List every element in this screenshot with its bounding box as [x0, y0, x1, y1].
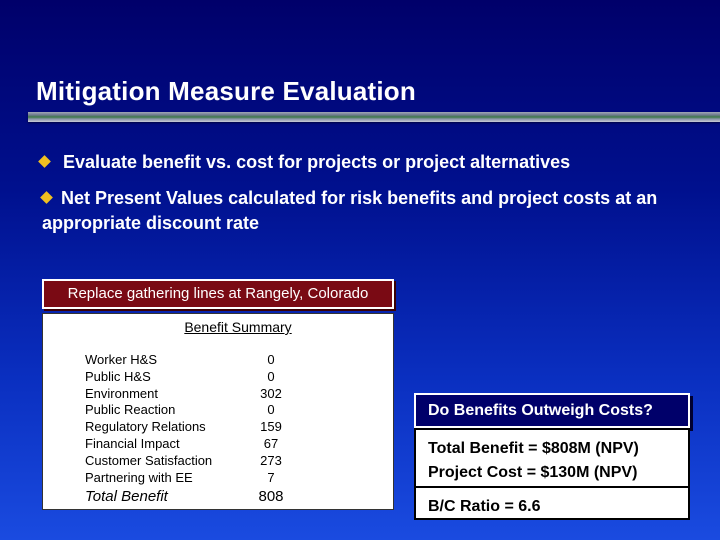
title-divider-bar — [28, 112, 720, 122]
table-row: Public Reaction 0 — [85, 402, 345, 419]
table-row: Regulatory Relations 159 — [85, 419, 345, 436]
bc-ratio-box: B/C Ratio = 6.6 — [414, 488, 690, 520]
npv-summary-box: Total Benefit = $808M (NPV) Project Cost… — [414, 428, 690, 488]
row-value: 0 — [267, 402, 275, 418]
row-label: Worker H&S — [85, 352, 157, 367]
benefit-summary-table: Benefit Summary Worker H&S 0 Public H&S … — [42, 313, 394, 510]
table-row: Environment 302 — [85, 386, 345, 403]
question-banner: Do Benefits Outweigh Costs? — [414, 393, 690, 428]
project-cost-text: Project Cost = $130M (NPV) — [428, 464, 638, 481]
row-label: Customer Satisfaction — [85, 452, 213, 468]
row-label: Environment — [85, 385, 158, 401]
table-row: Customer Satisfaction 273 — [85, 453, 345, 470]
diamond-bullet-icon — [38, 154, 51, 168]
row-value: 302 — [260, 385, 282, 401]
row-label: Public Reaction — [85, 402, 176, 418]
slide-title: Mitigation Measure Evaluation — [36, 76, 416, 106]
table-row: Public H&S 0 — [85, 369, 345, 386]
row-label: Public H&S — [85, 368, 151, 384]
bullet-2-text: Net Present Values calculated for risk b… — [42, 188, 658, 233]
row-value: 159 — [260, 419, 282, 435]
row-label: Regulatory Relations — [85, 419, 206, 435]
table-row: Financial Impact 67 — [85, 436, 345, 453]
table-row: Partnering with EE 7 — [85, 470, 345, 487]
row-value: 273 — [260, 452, 282, 468]
total-row: Total Benefit 808 — [85, 487, 345, 507]
row-value: 0 — [267, 352, 275, 367]
project-title-banner: Replace gathering lines at Rangely, Colo… — [42, 279, 394, 309]
row-label: Financial Impact — [85, 435, 180, 451]
benefit-summary-title: Benefit Summary — [184, 319, 292, 335]
row-value: 7 — [267, 469, 275, 485]
table-row: Worker H&S 0 — [85, 352, 345, 369]
row-value: 0 — [267, 368, 275, 384]
total-value: 808 — [258, 488, 284, 506]
benefit-rows: Worker H&S 0 Public H&S 0 Environment 30… — [85, 352, 345, 507]
row-label: Partnering with EE — [85, 469, 193, 485]
total-benefit-text: Total Benefit = $808M (NPV) — [428, 440, 639, 457]
total-label: Total Benefit — [85, 488, 168, 506]
bullet-2: Net Present Values calculated for risk b… — [40, 186, 682, 236]
bullet-1: Evaluate benefit vs. cost for projects o… — [38, 150, 571, 175]
row-value: 67 — [263, 435, 279, 451]
diamond-bullet-icon — [40, 190, 53, 204]
bullet-1-text: Evaluate benefit vs. cost for projects o… — [63, 152, 571, 172]
